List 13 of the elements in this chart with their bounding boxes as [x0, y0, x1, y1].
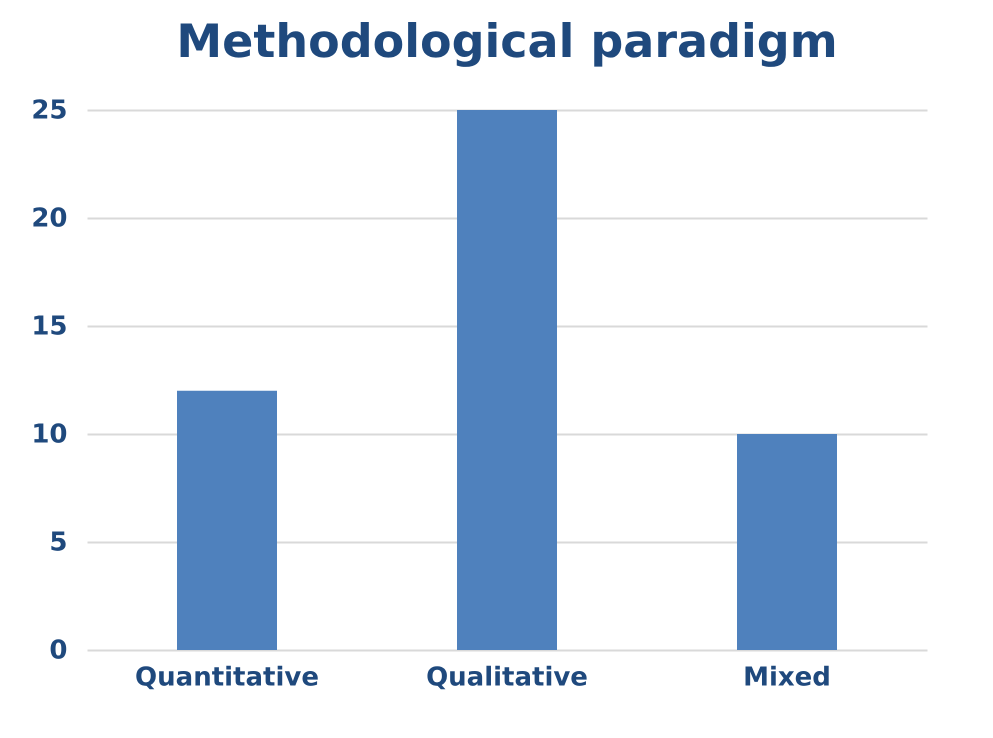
y-tick-label: 15 — [31, 312, 68, 342]
x-tick-label: Mixed — [743, 662, 831, 692]
chart-title: Methodological paradigm — [176, 14, 838, 68]
y-tick-label: 20 — [31, 204, 68, 234]
x-tick-label: Quantitative — [135, 662, 319, 692]
y-tick-label: 25 — [31, 96, 68, 126]
y-tick-label: 10 — [31, 420, 68, 450]
bar — [177, 390, 277, 650]
bar — [737, 434, 837, 650]
x-tick-label: Qualitative — [426, 662, 588, 692]
y-tick-label: 5 — [49, 528, 68, 558]
y-tick-label: 0 — [49, 636, 68, 666]
bar — [457, 110, 557, 650]
